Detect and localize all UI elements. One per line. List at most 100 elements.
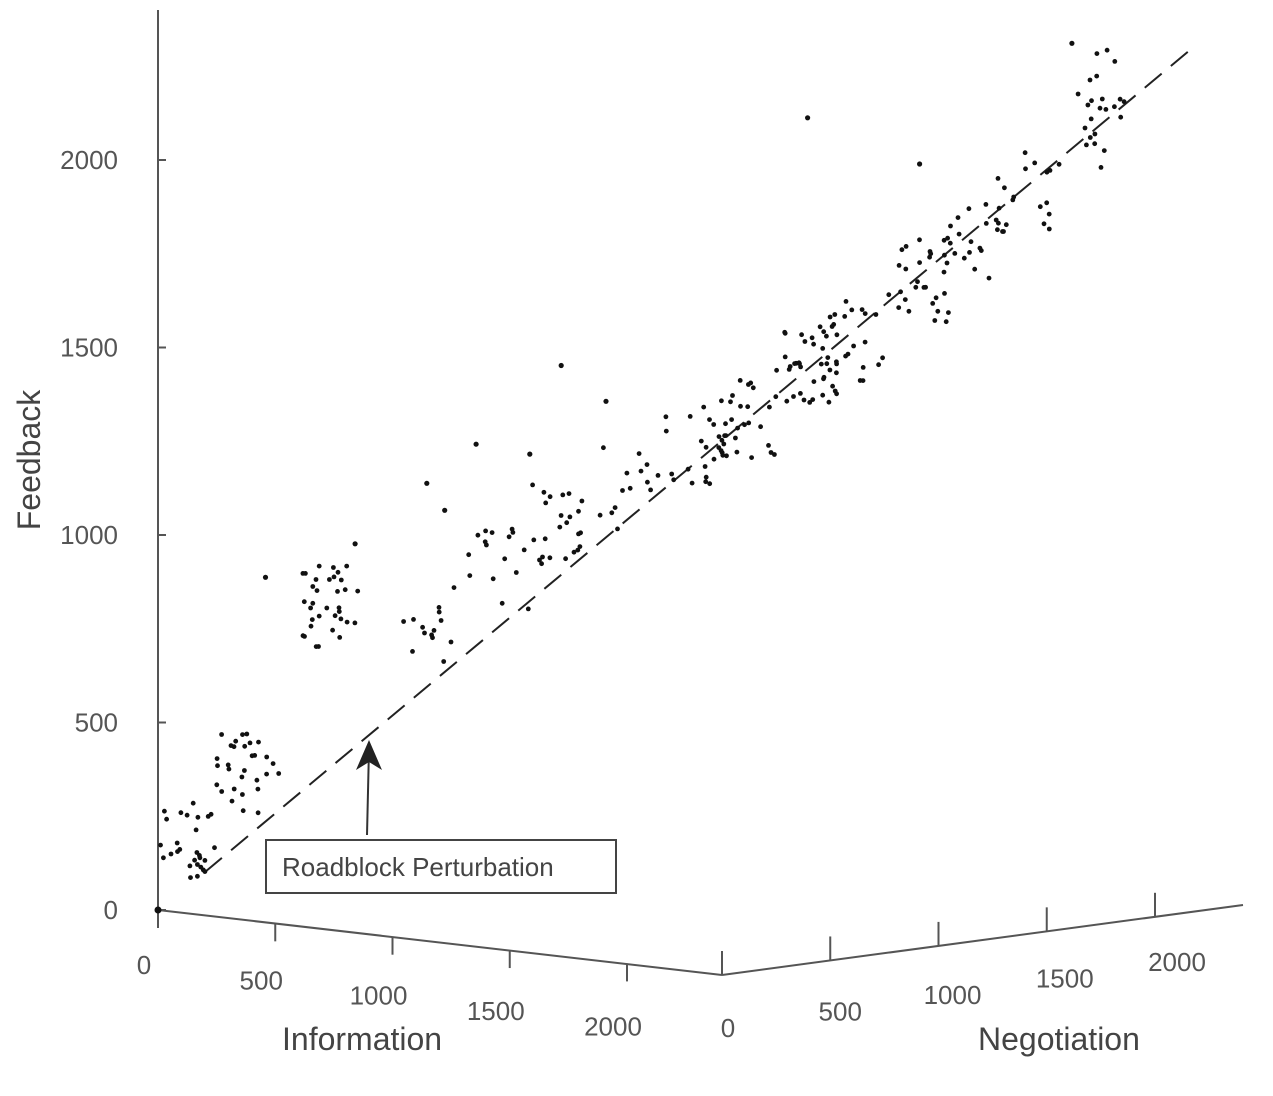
data-point bbox=[721, 441, 727, 447]
data-point bbox=[903, 244, 909, 249]
data-point bbox=[703, 474, 709, 480]
data-point bbox=[231, 786, 237, 792]
data-point bbox=[772, 452, 777, 457]
data-point bbox=[483, 528, 488, 534]
data-point-outlier bbox=[1069, 40, 1075, 46]
data-point bbox=[242, 743, 248, 749]
data-point bbox=[264, 754, 270, 760]
data-point bbox=[1084, 142, 1089, 148]
data-point bbox=[849, 307, 855, 313]
data-point bbox=[560, 492, 566, 498]
data-point bbox=[798, 391, 803, 396]
data-point bbox=[862, 311, 868, 316]
information-tick-label: 2000 bbox=[584, 1011, 642, 1041]
data-point bbox=[1041, 221, 1047, 227]
data-point bbox=[174, 840, 180, 846]
data-point bbox=[1094, 73, 1100, 79]
data-point bbox=[773, 394, 779, 400]
data-point bbox=[767, 404, 772, 410]
data-point bbox=[843, 299, 849, 304]
annotation-text: Roadblock Perturbation bbox=[282, 852, 554, 882]
data-point bbox=[1121, 99, 1127, 105]
data-point bbox=[834, 370, 839, 376]
data-point bbox=[671, 477, 677, 483]
data-point bbox=[338, 616, 344, 622]
data-point bbox=[482, 539, 488, 545]
data-point bbox=[896, 263, 902, 268]
data-point bbox=[843, 353, 848, 359]
data-point bbox=[809, 335, 815, 341]
data-point bbox=[192, 857, 198, 863]
data-point bbox=[832, 312, 838, 317]
data-point bbox=[576, 531, 581, 537]
data-point bbox=[1003, 222, 1009, 228]
data-point bbox=[438, 618, 444, 623]
data-point bbox=[597, 512, 603, 518]
data-point bbox=[579, 498, 585, 504]
data-point bbox=[707, 417, 712, 422]
data-point bbox=[308, 623, 314, 629]
data-point bbox=[942, 291, 947, 296]
data-point bbox=[786, 367, 792, 372]
data-point bbox=[331, 565, 336, 570]
data-point bbox=[506, 534, 512, 540]
data-point bbox=[576, 508, 581, 514]
annotation-layer: Roadblock Perturbation bbox=[265, 740, 617, 894]
information-tick-label: 0 bbox=[137, 950, 151, 980]
data-point bbox=[820, 392, 826, 398]
data-point bbox=[612, 505, 618, 510]
data-point bbox=[215, 763, 220, 769]
data-point bbox=[212, 845, 217, 851]
data-point bbox=[336, 605, 342, 611]
data-point bbox=[161, 855, 166, 861]
data-point bbox=[1097, 105, 1103, 111]
data-point bbox=[734, 449, 740, 455]
axes-layer bbox=[157, 10, 1244, 976]
data-point bbox=[430, 635, 435, 641]
data-point bbox=[1044, 200, 1050, 206]
data-point bbox=[208, 811, 214, 817]
data-point bbox=[313, 577, 319, 582]
data-point bbox=[927, 254, 932, 260]
data-point bbox=[226, 766, 232, 772]
data-point bbox=[316, 613, 322, 619]
data-point bbox=[947, 240, 953, 246]
data-point bbox=[309, 617, 315, 622]
data-point bbox=[746, 420, 752, 426]
data-point bbox=[451, 585, 457, 590]
data-point bbox=[820, 346, 826, 351]
data-point-outlier bbox=[603, 398, 609, 404]
data-point bbox=[968, 239, 974, 245]
negotiation-axis-line bbox=[721, 904, 1244, 976]
data-point bbox=[784, 398, 790, 404]
data-point bbox=[188, 875, 193, 880]
data-point bbox=[242, 768, 247, 773]
data-point-outlier bbox=[352, 541, 358, 547]
negotiation-tick-label: 1000 bbox=[924, 980, 982, 1010]
data-point bbox=[627, 485, 633, 491]
data-point bbox=[1099, 96, 1105, 102]
data-point bbox=[577, 544, 583, 549]
data-point bbox=[797, 361, 802, 367]
data-point bbox=[730, 393, 735, 398]
data-point bbox=[336, 609, 342, 614]
data-point bbox=[431, 628, 437, 633]
roadblock-guide-line bbox=[204, 44, 1197, 873]
data-point bbox=[184, 812, 190, 818]
data-point bbox=[1085, 102, 1091, 108]
data-point bbox=[219, 732, 225, 737]
feedback-tick-label: 500 bbox=[75, 708, 118, 738]
data-point bbox=[187, 863, 193, 869]
data-point bbox=[1037, 204, 1043, 210]
data-point bbox=[802, 339, 808, 344]
data-point bbox=[1046, 211, 1052, 217]
data-point bbox=[521, 547, 527, 553]
data-point-outlier bbox=[442, 507, 448, 513]
data-point bbox=[422, 630, 427, 636]
data-point-outlier bbox=[805, 115, 811, 121]
data-point bbox=[829, 324, 835, 329]
data-point bbox=[254, 777, 260, 783]
data-point bbox=[750, 385, 756, 391]
data-point bbox=[735, 425, 740, 431]
data-point bbox=[332, 613, 338, 619]
